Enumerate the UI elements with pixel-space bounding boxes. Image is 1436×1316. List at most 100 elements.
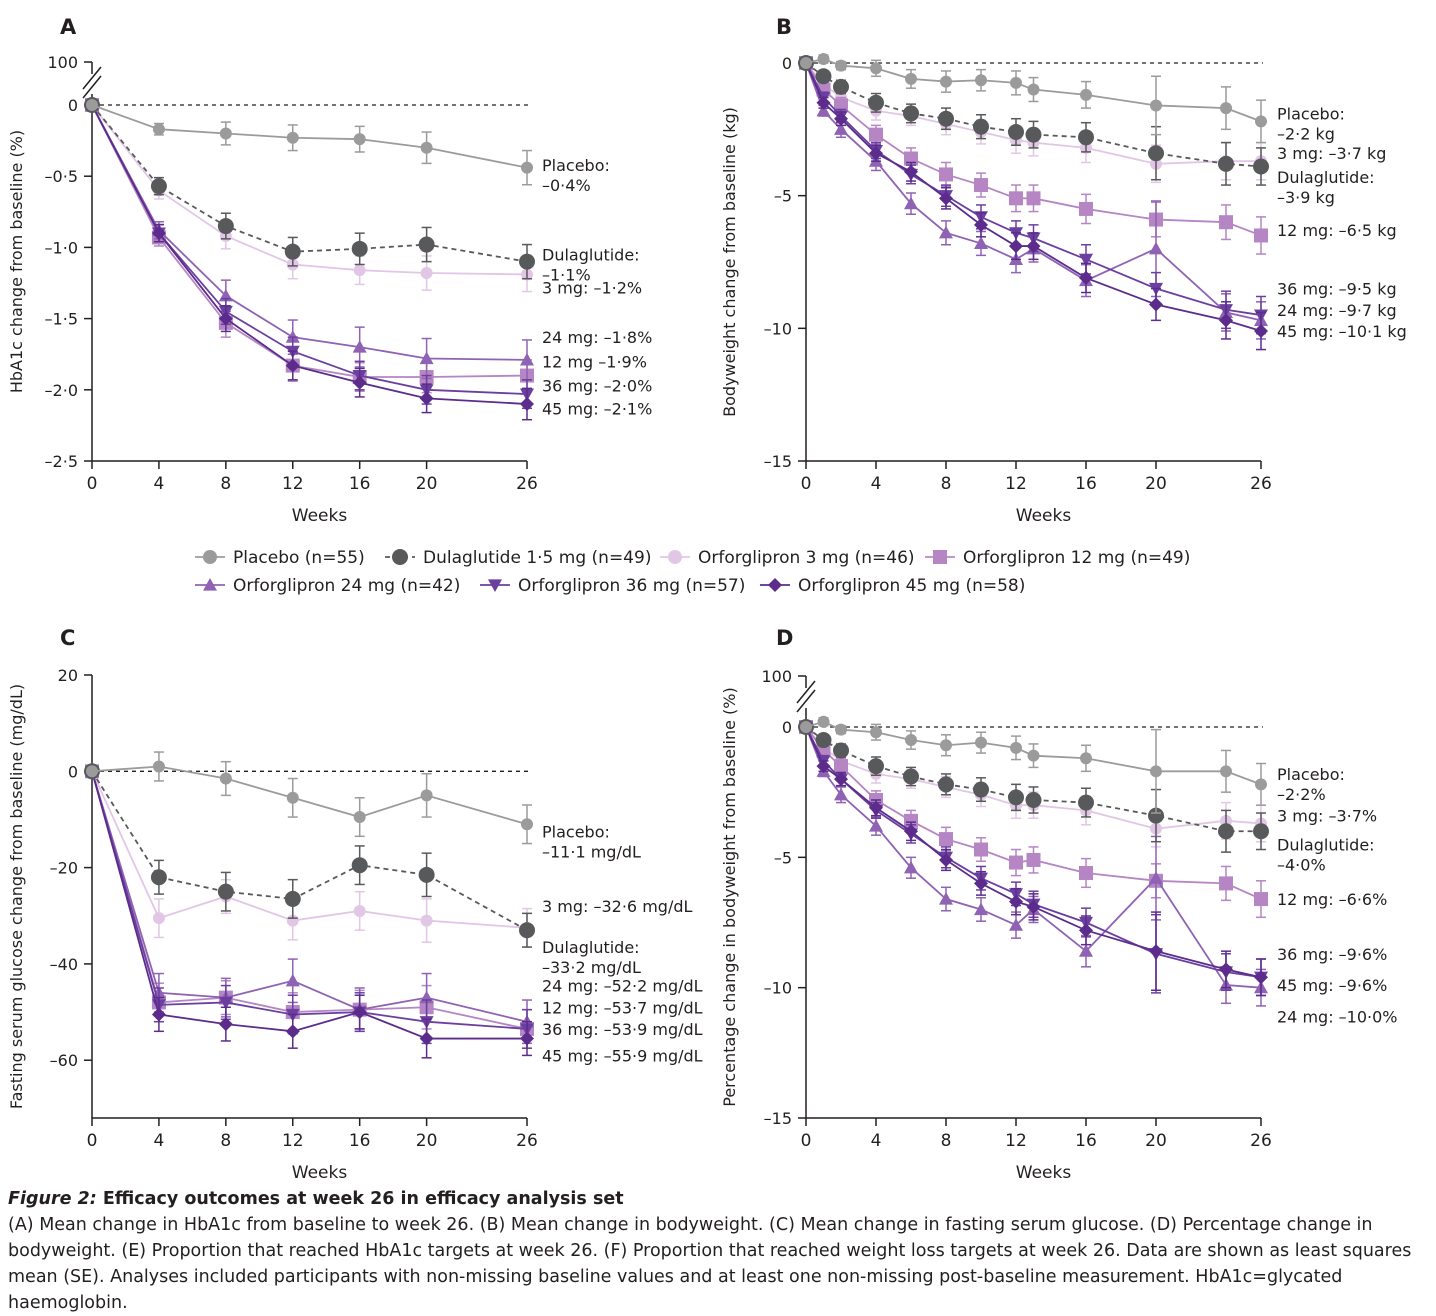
data-point bbox=[1026, 191, 1041, 206]
data-point bbox=[1253, 158, 1269, 175]
data-point bbox=[1219, 962, 1233, 977]
x-tick-label: 0 bbox=[87, 474, 98, 494]
legend-item: Dulaglutide 1·5 mg (n=49) bbox=[385, 548, 651, 568]
legend-marker bbox=[392, 549, 408, 565]
data-point bbox=[904, 196, 918, 210]
data-point bbox=[353, 811, 366, 824]
data-point bbox=[1149, 297, 1163, 312]
data-point bbox=[419, 1031, 434, 1046]
y-tick-label: 0 bbox=[68, 762, 78, 781]
x-tick-label: 20 bbox=[416, 1131, 438, 1151]
data-point bbox=[218, 996, 233, 1010]
data-point bbox=[1149, 241, 1163, 255]
data-point bbox=[1148, 145, 1164, 162]
data-point bbox=[1079, 923, 1093, 938]
data-point bbox=[815, 732, 832, 749]
x-tick-label: 20 bbox=[1145, 1131, 1167, 1151]
axis-break-mark bbox=[82, 66, 102, 90]
data-point bbox=[833, 742, 849, 759]
series-orf3 bbox=[800, 721, 1267, 848]
data-point bbox=[86, 765, 98, 778]
data-point bbox=[353, 133, 366, 146]
data-point bbox=[1026, 852, 1041, 867]
y-tick-label: –60 bbox=[50, 1051, 78, 1070]
data-point bbox=[870, 62, 882, 75]
data-point bbox=[1255, 115, 1267, 128]
series-end-label: Placebo: bbox=[542, 156, 610, 175]
series-end-label: 3 mg: –3·7 kg bbox=[1277, 144, 1386, 163]
panel-letter: C bbox=[60, 626, 75, 650]
data-point bbox=[815, 68, 832, 85]
x-axis-label: Weeks bbox=[292, 1163, 348, 1183]
data-point bbox=[817, 715, 830, 728]
data-point bbox=[1079, 253, 1093, 267]
data-point bbox=[1149, 944, 1163, 959]
legend-item: Orforglipron 36 mg (n=57) bbox=[480, 576, 745, 596]
data-point bbox=[351, 857, 368, 874]
series-end-label: 36 mg: –9·6% bbox=[1277, 945, 1387, 964]
caption-body: (A) Mean change in HbA1c from baseline t… bbox=[8, 1215, 1412, 1313]
data-point bbox=[974, 902, 988, 916]
data-point bbox=[904, 824, 918, 839]
x-tick-label: 16 bbox=[349, 474, 371, 494]
data-point bbox=[152, 760, 165, 773]
series-end-label: 24 mg: –10·0% bbox=[1277, 1007, 1398, 1026]
legend-marker bbox=[933, 550, 947, 564]
panel-d: D 100 0 –5 –10 –15 0 4 8 12 16 20 26 Weeks Percentage … bbox=[720, 626, 1398, 1183]
legend: Placebo (n=55) Dulaglutide 1·5 mg (n=49) O… bbox=[195, 548, 1190, 596]
series-line bbox=[91, 771, 528, 1023]
x-tick-label: 12 bbox=[1005, 1131, 1027, 1151]
data-point bbox=[519, 922, 535, 939]
series-end-label: 36 mg: –53·9 mg/dL bbox=[542, 1020, 703, 1039]
legend-item: Orforglipron 45 mg (n=58) bbox=[760, 576, 1025, 596]
data-point bbox=[1079, 865, 1093, 880]
y-tick-label: –40 bbox=[50, 955, 78, 974]
efficacy-figure: A 100 0 –0·5 –1·0 –1·5 –2·0 –2·5 0 4 8 12 16 20 26 Week… bbox=[7, 15, 1407, 1183]
data-point bbox=[286, 791, 299, 804]
series-line bbox=[91, 770, 528, 929]
data-point bbox=[974, 178, 988, 193]
data-point bbox=[352, 1005, 367, 1020]
y-tick-label: –5 bbox=[774, 187, 792, 206]
legend-label: Orforglipron 12 mg (n=49) bbox=[963, 548, 1190, 568]
series-placebo bbox=[800, 715, 1267, 814]
series-end-label: 3 mg: –3·7% bbox=[1277, 807, 1377, 826]
data-point bbox=[834, 759, 848, 774]
data-point bbox=[833, 78, 849, 95]
data-point bbox=[286, 131, 299, 144]
y-axis-label: Percentage change in bodyweight from bas… bbox=[720, 687, 739, 1106]
data-point bbox=[419, 351, 434, 365]
data-point bbox=[1080, 752, 1092, 765]
data-point bbox=[974, 842, 988, 857]
series-placebo bbox=[86, 99, 533, 186]
data-point bbox=[974, 217, 988, 232]
series-end-label: 3 mg: –32·6 mg/dL bbox=[542, 897, 692, 916]
data-point bbox=[1008, 123, 1024, 140]
x-tick-label: 8 bbox=[941, 1131, 952, 1151]
data-point bbox=[1078, 129, 1094, 146]
series-end-label: 24 mg: –1·8% bbox=[542, 328, 652, 347]
x-tick-label: 4 bbox=[871, 1131, 882, 1151]
data-point bbox=[834, 787, 848, 801]
data-point bbox=[1079, 944, 1093, 957]
data-point bbox=[817, 53, 830, 66]
series-end-label: –1·1% bbox=[542, 266, 591, 285]
data-point bbox=[940, 75, 952, 88]
x-tick-label: 0 bbox=[801, 474, 812, 494]
x-tick-label: 26 bbox=[516, 1131, 538, 1151]
data-point bbox=[285, 973, 300, 987]
y-tick-label: –10 bbox=[764, 979, 792, 998]
data-point bbox=[975, 736, 987, 749]
data-point bbox=[1009, 855, 1023, 870]
series-dulaglutide bbox=[798, 55, 1269, 186]
legend-label: Dulaglutide 1·5 mg (n=49) bbox=[423, 548, 651, 568]
x-tick-label: 4 bbox=[871, 474, 882, 494]
x-tick-label: 0 bbox=[801, 1131, 812, 1151]
data-point bbox=[816, 95, 831, 110]
panel-c: C 20 0 –20 –40 –60 0 4 8 12 16 20 26 Weeks Fasting ser… bbox=[7, 626, 703, 1183]
x-tick-label: 8 bbox=[220, 1131, 231, 1151]
data-point bbox=[352, 340, 367, 353]
legend-marker bbox=[203, 578, 217, 591]
series-orf3 bbox=[86, 765, 533, 948]
data-point bbox=[219, 127, 232, 140]
